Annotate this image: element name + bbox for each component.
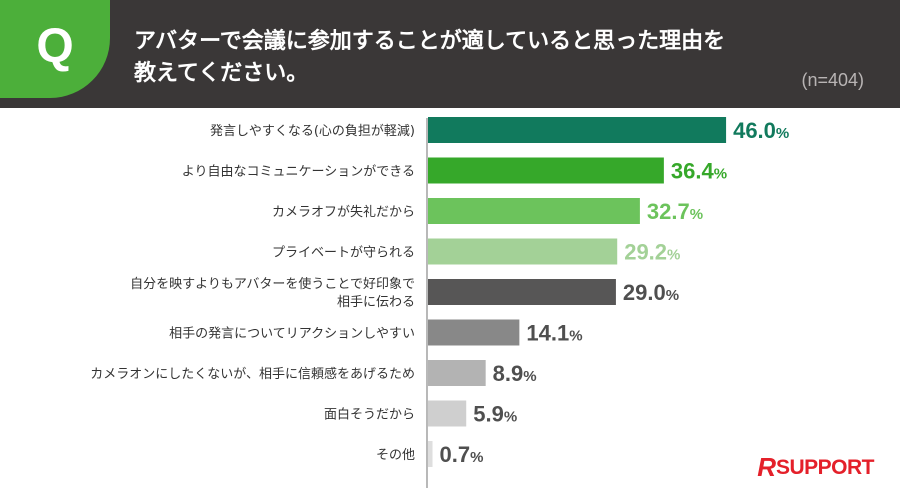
- bar-5: [428, 279, 616, 305]
- bar-2: [428, 157, 664, 184]
- value-unit-3: %: [690, 206, 703, 223]
- value-number-5: 29.0: [623, 280, 666, 305]
- value-label-3: 32.7%: [647, 199, 703, 224]
- bar-9: [428, 441, 433, 467]
- value-unit-8: %: [504, 409, 517, 426]
- sample-size: (n=404): [801, 70, 864, 90]
- category-label-1: 発言しやすくなる(心の負担が軽減): [210, 123, 415, 139]
- category-label-9: その他: [376, 448, 415, 463]
- value-label-1: 46.0%: [733, 118, 789, 143]
- value-number-1: 46.0: [733, 118, 776, 143]
- bar-3: [428, 198, 640, 224]
- category-label-5-line-2: 相手に伝わる: [337, 295, 415, 310]
- value-unit-7: %: [523, 368, 536, 385]
- value-label-5: 29.0%: [623, 280, 679, 305]
- q-badge: Q: [0, 0, 110, 98]
- bar-8: [428, 400, 467, 427]
- rsupport-logo: R SUPPORT: [757, 452, 874, 483]
- value-number-4: 29.2: [624, 240, 667, 265]
- bar-6: [428, 319, 520, 346]
- value-label-7: 8.9%: [493, 361, 537, 386]
- bar-7: [428, 360, 486, 386]
- category-label-7: カメラオンにしたくないが、相手に信頼感をあげるため: [90, 366, 415, 382]
- logo-r-mark: R: [757, 452, 776, 482]
- value-unit-9: %: [470, 449, 483, 466]
- category-label-6: 相手の発言についてリアクションしやすい: [169, 327, 415, 342]
- value-label-2: 36.4%: [671, 159, 727, 184]
- logo-text: SUPPORT: [775, 455, 875, 479]
- category-label-2: より自由なコミュニケーションができる: [182, 165, 415, 180]
- value-number-9: 0.7: [440, 442, 471, 467]
- question-line-1: アバターで会議に参加することが適していると思った理由を: [134, 29, 726, 54]
- question-line-2: 教えてください。: [134, 61, 309, 86]
- value-unit-2: %: [714, 166, 727, 183]
- value-unit-4: %: [667, 247, 680, 264]
- value-label-4: 29.2%: [624, 240, 680, 265]
- bar-chart-svg: 発言しやすくなる(心の負担が軽減) 46.0% より自由なコミュニケーションができる…: [90, 117, 789, 488]
- category-label-4: プライベートが守られる: [272, 246, 415, 261]
- bar-1: [428, 117, 727, 143]
- question-header: Q アバターで会議に参加することが適していると思った理由を 教えてください。 (…: [0, 0, 900, 108]
- value-unit-1: %: [776, 125, 789, 142]
- value-number-6: 14.1: [526, 321, 569, 346]
- value-label-9: 0.7%: [440, 442, 484, 467]
- bar-chart: 発言しやすくなる(心の負担が軽減) 46.0% より自由なコミュニケーションができる…: [0, 108, 900, 500]
- value-unit-5: %: [666, 287, 679, 304]
- value-label-6: 14.1%: [526, 321, 582, 346]
- question-text: アバターで会議に参加することが適していると思った理由を 教えてください。: [134, 26, 774, 90]
- value-number-3: 32.7: [647, 199, 690, 224]
- value-unit-6: %: [569, 328, 582, 345]
- bar-4: [428, 238, 618, 265]
- category-label-3: カメラオフが失礼だから: [272, 204, 415, 220]
- q-letter: Q: [36, 19, 74, 73]
- value-number-2: 36.4: [671, 159, 715, 184]
- value-number-8: 5.9: [473, 402, 504, 427]
- value-label-8: 5.9%: [473, 402, 517, 427]
- value-number-7: 8.9: [493, 361, 524, 386]
- category-label-5-line-1: 自分を映すよりもアバターを使うことで好印象で: [130, 276, 415, 292]
- category-label-8: 面白そうだから: [324, 407, 415, 423]
